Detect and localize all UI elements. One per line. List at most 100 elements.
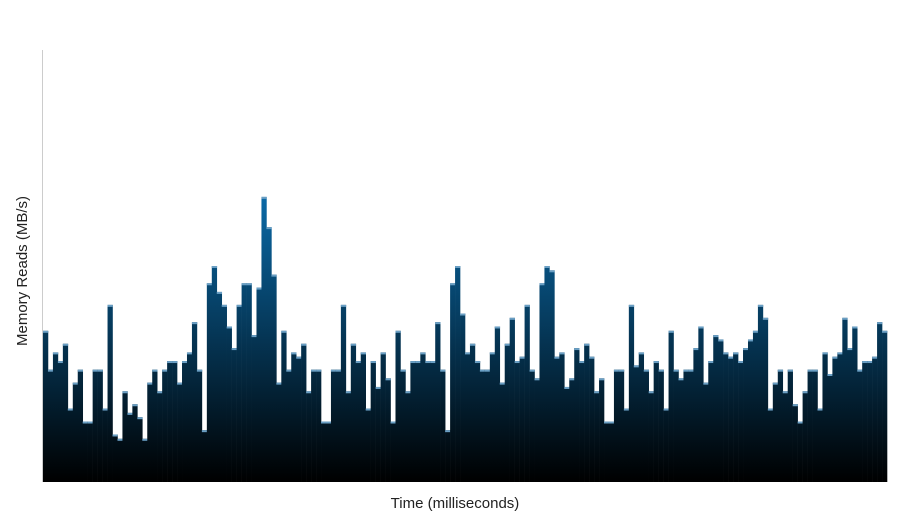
bar-cap [311,369,317,372]
bar-cap [832,356,838,359]
bar [713,335,719,482]
bar [643,369,649,482]
bar [137,417,143,482]
bar-cap [410,361,416,364]
bar-cap [663,408,669,411]
bar-cap [460,313,466,316]
bar [127,412,133,482]
bar [484,369,491,482]
bar-cap [162,369,168,372]
bar-cap [529,369,535,372]
bar [743,348,749,482]
bar [201,430,208,482]
bar [658,369,664,482]
bar [807,369,813,482]
bar-cap [842,317,848,320]
bar-cap [67,408,74,411]
bar-cap [564,386,570,389]
bar [256,287,262,482]
bar-cap [747,339,754,342]
bar-cap [514,361,520,364]
bar [206,283,213,482]
bar [489,352,496,482]
bar-cap [281,330,287,333]
bar [648,391,654,482]
bar [236,304,242,482]
bar [152,369,158,482]
bar [544,266,550,482]
bar-cap [425,361,431,364]
bar [52,352,59,482]
bar-cap [157,391,163,394]
bar [102,408,108,482]
bar [355,361,362,482]
bar [559,352,565,482]
bar-cap [87,421,93,424]
bar-cap [216,291,223,294]
bar-cap [479,369,486,372]
bar-cap [633,365,640,368]
bar-cap [306,391,312,394]
bar-cap [385,378,391,381]
bar [311,369,317,482]
bar-cap [211,266,218,268]
bar [584,343,590,482]
bar-cap [618,369,625,372]
bar [529,369,535,482]
bar [301,343,307,482]
bar [494,326,501,482]
bar [420,352,426,482]
bar [216,291,223,482]
bar-cap [524,304,530,307]
bar [604,421,610,482]
bar-cap [286,369,292,372]
bar [499,382,506,482]
bar-cap [837,352,843,355]
bar [196,369,203,482]
bar [817,408,823,482]
bar-cap [241,283,247,286]
bar [385,378,391,482]
bar [221,304,227,482]
bar-cap [752,330,759,333]
bar [797,421,803,482]
bar-cap [544,266,550,268]
bar [594,391,600,482]
bar-cap [400,369,406,372]
bar-cap [703,382,709,385]
bar-cap [107,304,113,307]
bar-cap [370,361,376,364]
bar-cap [380,352,386,355]
bar [519,356,525,482]
y-axis-title: Memory Reads (MB/s) [14,196,31,346]
bar-cap [47,369,54,372]
bar-cap [877,322,883,325]
bar-cap [648,391,654,394]
bar [599,378,605,482]
bar-cap [782,391,788,394]
bar-cap [177,382,183,385]
bar [852,326,858,482]
x-axis-title: Time (milliseconds) [391,495,520,512]
bar-cap [390,421,396,424]
bar [390,421,396,482]
bar [271,274,277,482]
bar [405,391,411,482]
bar-cap [191,322,198,325]
bar-cap [92,369,98,372]
bar-cap [867,361,873,364]
bar [777,369,784,482]
bar-cap [221,304,227,307]
bar [340,304,347,482]
bar-cap [251,335,257,338]
bar [266,227,272,482]
bar [469,343,476,482]
bar-cap [812,369,818,372]
bar [47,369,54,482]
bar [862,361,868,482]
bar-cap [345,391,352,394]
bar-cap [728,356,734,359]
bar-cap [296,356,302,359]
bar [460,313,466,482]
bar-cap [534,378,540,381]
